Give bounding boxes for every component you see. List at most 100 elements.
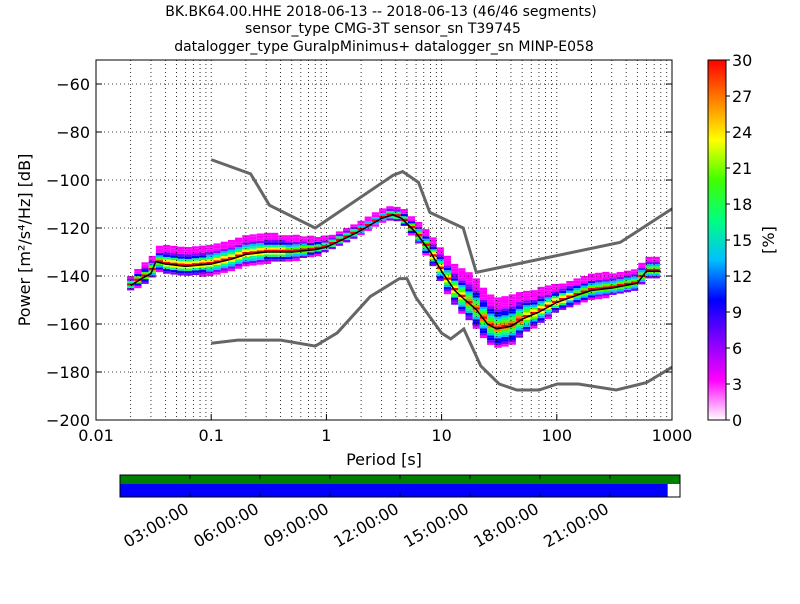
density-cell	[220, 270, 228, 273]
density-cell	[537, 320, 545, 323]
density-cell	[256, 255, 264, 258]
colorbar-tick-label: 0	[732, 411, 742, 430]
density-cell	[206, 252, 214, 255]
density-cell	[501, 344, 509, 347]
density-cell	[458, 289, 466, 293]
density-cell	[501, 334, 509, 337]
density-cell	[256, 250, 264, 253]
density-cell	[299, 241, 308, 244]
density-cell	[443, 270, 452, 273]
density-cell	[256, 240, 264, 244]
density-cell	[235, 252, 243, 255]
density-cell	[508, 294, 516, 297]
density-cell	[263, 242, 272, 245]
density-cell	[494, 316, 502, 319]
density-cell	[321, 242, 329, 246]
density-cell	[537, 291, 545, 295]
density-cell	[515, 320, 524, 324]
density-cell	[530, 323, 538, 327]
density-cell	[631, 286, 639, 289]
density-cell	[623, 270, 632, 274]
density-cell	[451, 263, 459, 267]
density-cell	[515, 306, 524, 309]
density-cell	[443, 289, 452, 292]
data-bar	[120, 484, 668, 497]
density-cell	[479, 326, 488, 329]
density-cell	[465, 274, 473, 278]
density-cell	[285, 237, 293, 240]
density-cell	[249, 236, 257, 240]
density-cell	[285, 259, 293, 262]
density-cell	[242, 256, 250, 260]
density-cell	[487, 294, 495, 297]
density-cell	[213, 265, 221, 268]
density-cell	[508, 330, 516, 333]
density-cell	[148, 258, 156, 261]
density-cell	[580, 300, 588, 303]
density-cell	[494, 304, 502, 307]
colorbar-tick-label: 15	[732, 231, 752, 250]
density-cell	[580, 276, 588, 279]
density-cell	[249, 239, 257, 242]
density-cell	[472, 302, 480, 305]
density-cell	[134, 278, 142, 281]
density-cell	[645, 276, 653, 279]
density-cell	[292, 246, 300, 250]
density-cell	[213, 260, 221, 263]
colorbar-tick-label: 3	[732, 375, 742, 394]
timeline-tick-label: 06:00:00	[190, 499, 262, 551]
colorbar-tick-label: 30	[732, 51, 752, 70]
density-cell	[652, 276, 660, 279]
density-cell	[501, 341, 509, 345]
density-cell	[595, 289, 603, 292]
density-cell	[177, 270, 185, 274]
x-tick-label: 10	[431, 426, 451, 445]
density-cell	[479, 330, 488, 334]
density-cell	[220, 256, 228, 259]
density-cell	[227, 242, 236, 245]
density-cell	[400, 209, 408, 212]
density-cell	[566, 295, 574, 298]
density-cell	[616, 288, 624, 292]
density-cell	[494, 321, 502, 324]
density-cell	[206, 247, 214, 250]
density-cell	[314, 241, 322, 245]
density-cell	[652, 264, 660, 267]
density-cell	[220, 248, 228, 252]
density-cell	[451, 290, 459, 293]
density-cell	[544, 311, 552, 315]
density-cell	[213, 257, 221, 261]
density-cell	[508, 299, 516, 302]
density-cell	[515, 332, 524, 336]
density-cell	[494, 314, 502, 317]
density-cell	[487, 313, 495, 317]
density-cell	[443, 267, 452, 271]
density-cell	[465, 303, 473, 306]
density-cell	[487, 304, 495, 307]
density-cell	[314, 246, 322, 250]
density-cell	[494, 335, 502, 339]
density-cell	[523, 326, 531, 330]
density-cell	[479, 333, 488, 336]
density-cell	[364, 228, 372, 231]
density-cell	[530, 314, 538, 317]
density-cell	[631, 269, 639, 272]
density-cell	[508, 320, 516, 324]
density-cell	[386, 206, 394, 209]
density-cell	[299, 248, 308, 251]
density-cell	[206, 266, 214, 269]
timeline-tick-label: 18:00:00	[470, 499, 542, 551]
density-cell	[163, 264, 171, 267]
density-cell	[566, 288, 574, 291]
density-cell	[494, 340, 502, 343]
density-cell	[544, 309, 552, 312]
density-cell	[530, 318, 538, 322]
density-cell	[487, 328, 495, 331]
density-cell	[148, 272, 156, 276]
density-cell	[631, 283, 639, 287]
density-cell	[357, 220, 365, 224]
density-cell	[307, 252, 315, 255]
density-cell	[479, 304, 488, 307]
density-cell	[400, 218, 408, 222]
density-cell	[314, 244, 322, 247]
